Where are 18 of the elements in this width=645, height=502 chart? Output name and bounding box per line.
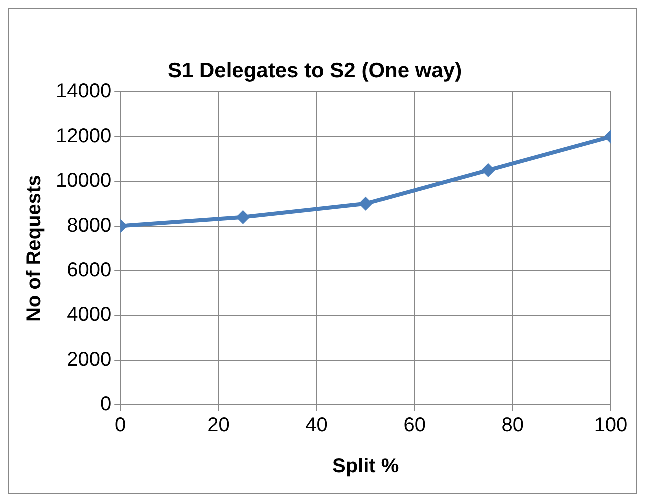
x-tick-label: 80 [502,414,524,437]
y-tick-label: 8000 [67,214,112,237]
x-tick-label: 20 [208,414,230,437]
y-tick-label: 0 [100,394,112,416]
x-tick-label: 40 [306,414,328,437]
x-tick-label: 100 [594,414,628,437]
y-tick-label: 14000 [56,80,112,103]
y-tick-label: 12000 [56,125,112,148]
chart-title: S1 Delegates to S2 (One way) [168,59,462,82]
point [358,196,373,211]
y-tick-label: 10000 [56,170,112,192]
x-tick-label: 0 [115,414,126,437]
y-axis-title: No of Requests [24,175,46,322]
y-tick-label: 4000 [67,304,112,326]
x-tick-label: 60 [404,414,426,437]
y-tick-label: 6000 [67,259,112,282]
x-axis-title: Split % [332,456,400,478]
y-tick-label: 2000 [67,348,112,371]
